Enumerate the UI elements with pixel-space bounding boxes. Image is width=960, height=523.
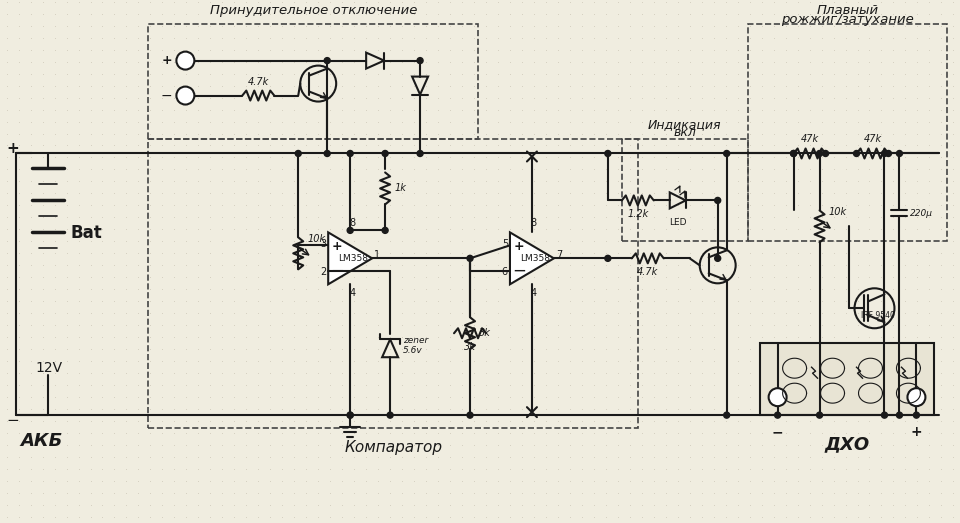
Circle shape: [296, 151, 301, 156]
Circle shape: [417, 58, 423, 64]
Text: −: −: [512, 262, 526, 279]
Circle shape: [177, 52, 194, 70]
Circle shape: [324, 151, 330, 156]
Bar: [759, 343, 934, 415]
Text: 3k: 3k: [464, 342, 476, 352]
Text: 6: 6: [502, 267, 508, 277]
Text: +: +: [6, 141, 19, 156]
Text: 5.6v: 5.6v: [403, 346, 422, 355]
Circle shape: [769, 388, 786, 406]
Circle shape: [897, 412, 902, 418]
Circle shape: [775, 412, 780, 418]
Circle shape: [417, 151, 423, 156]
Circle shape: [881, 151, 887, 156]
Text: LED: LED: [669, 219, 686, 228]
Circle shape: [387, 412, 393, 418]
Text: −: −: [6, 413, 19, 428]
Circle shape: [724, 412, 730, 418]
Text: Индикация: Индикация: [648, 119, 722, 131]
Text: 1k: 1k: [395, 184, 406, 194]
Text: Bat: Bat: [70, 224, 103, 242]
Circle shape: [348, 151, 353, 156]
Circle shape: [467, 255, 473, 262]
Text: IRF 9540: IRF 9540: [860, 311, 895, 320]
Bar: [149, 24, 478, 139]
Text: −: −: [160, 88, 173, 103]
Circle shape: [853, 151, 859, 156]
Text: 1: 1: [374, 251, 380, 260]
Text: +: +: [911, 425, 923, 439]
Text: 1.2k: 1.2k: [627, 209, 648, 220]
Circle shape: [382, 228, 388, 233]
Text: 7: 7: [556, 251, 563, 260]
Text: 47k: 47k: [863, 134, 881, 144]
Text: −: −: [330, 262, 344, 279]
Circle shape: [913, 412, 920, 418]
Text: +: +: [162, 54, 173, 67]
Circle shape: [724, 151, 730, 156]
Circle shape: [791, 151, 797, 156]
Text: LM358: LM358: [520, 254, 550, 263]
Circle shape: [605, 151, 611, 156]
Text: Принудительное отключение: Принудительное отключение: [209, 4, 417, 17]
Circle shape: [348, 228, 353, 233]
Circle shape: [881, 412, 887, 418]
Polygon shape: [328, 232, 372, 285]
Bar: [748, 24, 948, 242]
Bar: [149, 139, 637, 428]
Text: рожжиг/затухание: рожжиг/затухание: [781, 13, 914, 26]
Circle shape: [907, 388, 925, 406]
Text: +: +: [514, 240, 524, 253]
Circle shape: [817, 151, 823, 156]
Circle shape: [348, 412, 353, 418]
Circle shape: [348, 412, 353, 418]
Text: 3: 3: [320, 240, 326, 249]
Text: 10k: 10k: [307, 234, 325, 244]
Text: вкл: вкл: [673, 127, 696, 140]
Text: 4.7k: 4.7k: [248, 76, 269, 87]
Text: АКБ: АКБ: [20, 432, 63, 450]
Circle shape: [177, 87, 194, 105]
Circle shape: [817, 412, 823, 418]
Text: 4: 4: [531, 288, 537, 298]
Text: 10k: 10k: [828, 208, 847, 218]
Polygon shape: [510, 232, 554, 285]
Text: 5: 5: [502, 240, 508, 249]
Text: LM358: LM358: [338, 254, 369, 263]
Text: 220µ: 220µ: [910, 209, 933, 218]
Circle shape: [897, 151, 902, 156]
Text: 4.7k: 4.7k: [637, 267, 659, 277]
Circle shape: [823, 151, 828, 156]
Text: 2: 2: [320, 267, 326, 277]
Text: 4: 4: [349, 288, 355, 298]
Circle shape: [324, 58, 330, 64]
Text: 47k: 47k: [801, 134, 819, 144]
Circle shape: [605, 255, 611, 262]
Text: 8: 8: [349, 219, 355, 229]
Circle shape: [382, 151, 388, 156]
Circle shape: [714, 255, 721, 262]
Circle shape: [714, 197, 721, 203]
Text: 3k: 3k: [479, 328, 491, 338]
Text: −: −: [772, 425, 783, 439]
Text: zener: zener: [403, 336, 428, 345]
Text: 8: 8: [531, 219, 537, 229]
Bar: [622, 139, 748, 242]
Text: Плавный: Плавный: [816, 4, 878, 17]
Text: ДХО: ДХО: [825, 435, 870, 453]
Circle shape: [885, 151, 892, 156]
Circle shape: [791, 151, 797, 156]
Text: 12V: 12V: [36, 361, 62, 375]
Text: +: +: [332, 240, 343, 253]
Text: Компаратор: Компаратор: [344, 440, 443, 455]
Circle shape: [467, 412, 473, 418]
